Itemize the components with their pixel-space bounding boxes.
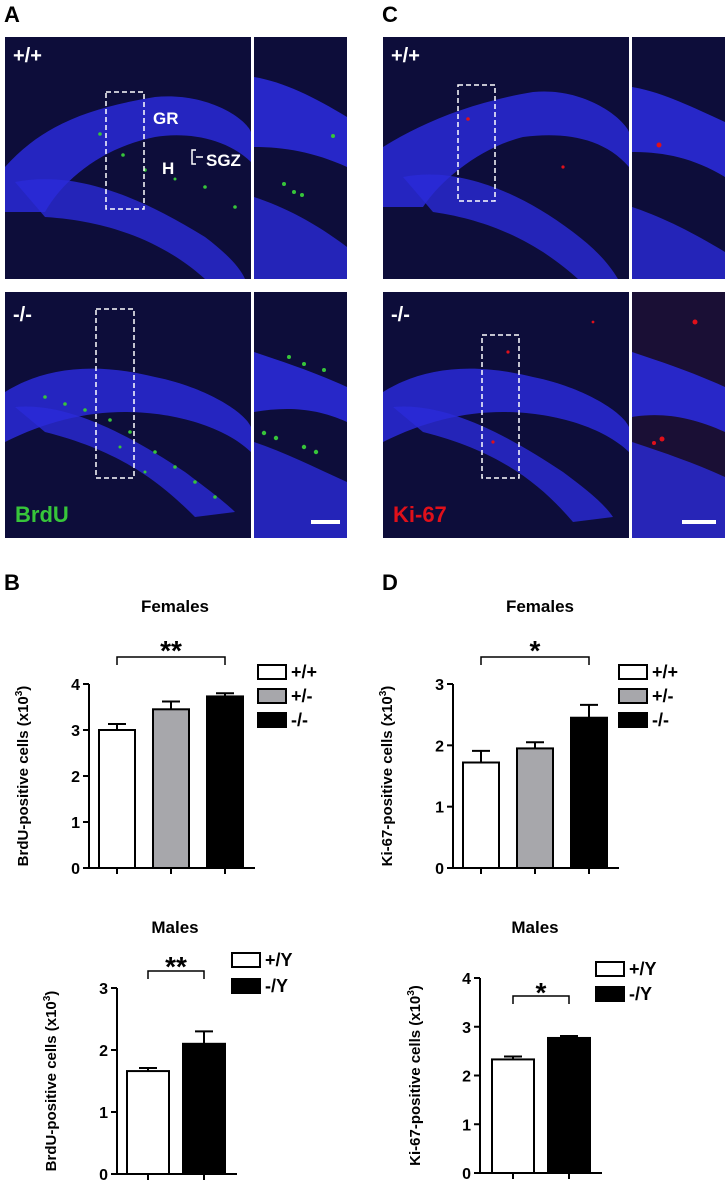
y-tick-label: 1: [99, 1105, 108, 1122]
panel-letter-b: B: [4, 570, 20, 595]
legend-label: +/Y: [629, 959, 657, 979]
y-tick-label: 4: [71, 677, 80, 694]
y-tick-label: 3: [462, 1020, 471, 1037]
y-axis-label: BrdU-positive cells (x103): [42, 991, 60, 1172]
stain-label-ki67: Ki-67: [393, 502, 447, 527]
y-tick-label: 3: [435, 677, 444, 694]
y-axis-label: Ki-67-positive cells (x103): [406, 985, 424, 1166]
significance-marker: **: [160, 635, 182, 666]
significance-marker: *: [530, 635, 541, 666]
y-tick-label: 3: [99, 981, 108, 998]
micrograph-a-ko-zoom: [254, 292, 347, 538]
chart-title: Males: [151, 918, 198, 937]
significance-bracket: [147, 970, 205, 979]
panel-letter-c: C: [382, 2, 398, 27]
legend-swatch: [618, 712, 648, 728]
bar-chart-b-females: Females BrdU-positive cells (x103) 0 1 2 3 4 **…: [14, 597, 317, 878]
y-tick-label: 1: [435, 800, 444, 817]
y-tick-label: 1: [71, 815, 80, 832]
y-tick-label: 0: [99, 1167, 108, 1184]
bar-chart-d-males: Males Ki-67-positive cells (x103) 0 1 2 3 4 * +/…: [406, 918, 657, 1183]
micrograph-c-wt-zoom: [632, 37, 725, 279]
y-tick-label: 3: [71, 723, 80, 740]
y-axis-label: Ki-67-positive cells (x103): [378, 686, 396, 867]
genotype-label-wt: +/+: [13, 45, 42, 67]
legend-label: +/+: [291, 662, 317, 682]
bar-+/Y: [126, 1070, 170, 1175]
legend-swatch: [595, 961, 625, 977]
bar--/Y: [547, 1036, 591, 1174]
y-tick-label: 2: [462, 1069, 471, 1086]
y-tick-label: 2: [435, 738, 444, 755]
bar-+/-: [516, 747, 554, 869]
legend-swatch: [231, 978, 261, 994]
chart-title: Females: [141, 597, 209, 616]
legend-label: +/-: [652, 686, 674, 706]
panel-letter-d: D: [382, 570, 398, 595]
legend-swatch: [257, 664, 287, 680]
bar-+/-: [152, 708, 190, 869]
y-tick-label: 0: [71, 861, 80, 878]
significance-bracket: [512, 995, 570, 1004]
micrograph-a-ko: -/- BrdU: [5, 292, 251, 538]
genotype-label-ko: -/-: [391, 304, 410, 326]
legend-label: +/Y: [265, 950, 293, 970]
legend-swatch: [618, 688, 648, 704]
legend-label: +/-: [291, 686, 313, 706]
micrograph-c-ko: -/- Ki-67: [383, 292, 629, 538]
y-tick-label: 4: [462, 971, 471, 988]
stain-label-brdu: BrdU: [15, 502, 69, 527]
bar-chart-d-females: Females Ki-67-positive cells (x103) 0 1 2 3 * +…: [378, 597, 678, 878]
y-tick-label: 0: [462, 1166, 471, 1183]
bar-chart-b-males: Males BrdU-positive cells (x103) 0 1 2 3 ** +/Y…: [42, 918, 293, 1184]
legend-label: -/-: [291, 710, 308, 730]
legend-label: +/+: [652, 662, 678, 682]
legend-swatch: [257, 688, 287, 704]
bar--/-: [570, 716, 608, 869]
y-tick-label: 0: [435, 861, 444, 878]
micrograph-c-ko-zoom: [632, 292, 725, 538]
legend-swatch: [257, 712, 287, 728]
legend-label: -/Y: [629, 984, 652, 1004]
micrograph-c-wt: +/+: [383, 37, 629, 279]
bar-+/Y: [491, 1058, 535, 1175]
legend-swatch: [231, 952, 261, 968]
legend-swatch: [618, 664, 648, 680]
genotype-label-ko: -/-: [13, 304, 32, 326]
significance-bracket: [480, 656, 590, 665]
legend-label: -/-: [652, 710, 669, 730]
legend-swatch: [595, 986, 625, 1002]
micrograph-a-wt-zoom: [254, 37, 347, 279]
legend-label: -/Y: [265, 976, 288, 996]
panel-letter-a: A: [4, 2, 20, 27]
bar-+/+: [98, 729, 136, 869]
bar--/-: [206, 695, 244, 869]
y-tick-label: 1: [462, 1117, 471, 1134]
bar-+/+: [462, 761, 500, 869]
micrograph-a-wt: +/+ GR H SGZ: [5, 37, 251, 279]
y-tick-label: 2: [99, 1043, 108, 1060]
y-axis-label: BrdU-positive cells (x103): [14, 686, 32, 867]
chart-title: Males: [511, 918, 558, 937]
region-label-gr: GR: [153, 109, 179, 128]
genotype-label-wt: +/+: [391, 45, 420, 67]
bar--/Y: [182, 1042, 226, 1175]
significance-marker: **: [165, 951, 187, 982]
chart-title: Females: [506, 597, 574, 616]
y-tick-label: 2: [71, 769, 80, 786]
significance-bracket: [116, 656, 226, 665]
significance-marker: *: [536, 977, 547, 1008]
region-label-sgz: SGZ: [206, 151, 241, 170]
region-label-h: H: [162, 159, 175, 178]
